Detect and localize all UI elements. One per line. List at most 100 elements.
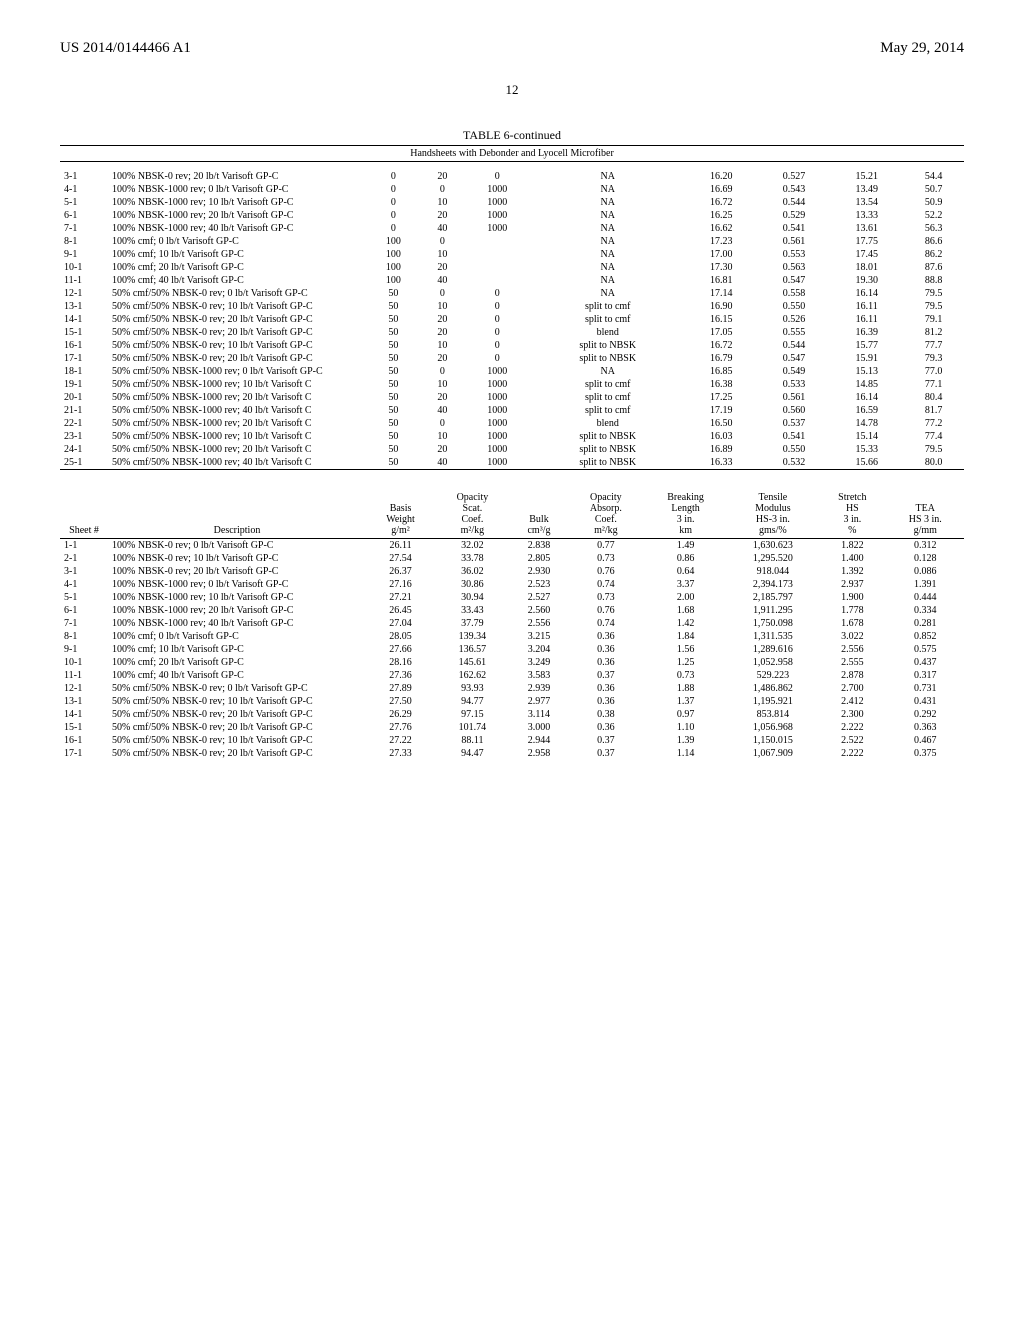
cell: NA [531, 170, 685, 183]
cell: 33.43 [435, 604, 510, 617]
cell: 0.37 [568, 734, 643, 747]
cell: 16.79 [685, 352, 758, 365]
cell: 79.5 [903, 300, 964, 313]
table-row: 7-1100% NBSK-1000 rev; 40 lb/t Varisoft … [60, 617, 964, 630]
table-row: 4-1100% NBSK-1000 rev; 0 lb/t Varisoft G… [60, 183, 964, 196]
cell: split to cmf [531, 313, 685, 326]
cell: 77.4 [903, 430, 964, 443]
cell: 0.36 [568, 643, 643, 656]
cell: 27.22 [366, 734, 435, 747]
cell: 20 [421, 209, 464, 222]
cell: 26.37 [366, 565, 435, 578]
cell: 27.50 [366, 695, 435, 708]
cell: 16.81 [685, 274, 758, 287]
table-row: 13-150% cmf/50% NBSK-0 rev; 10 lb/t Vari… [60, 695, 964, 708]
cell-desc: 50% cmf/50% NBSK-0 rev; 20 lb/t Varisoft… [108, 747, 366, 760]
cell-sheet: 5-1 [60, 591, 108, 604]
table-row: 10-1100% cmf; 20 lb/t Varisoft GP-C28.16… [60, 656, 964, 669]
cell [464, 248, 531, 261]
cell: 19.30 [830, 274, 903, 287]
cell: 0.86 [644, 552, 728, 565]
cell: 0 [421, 183, 464, 196]
cell: 0 [464, 287, 531, 300]
cell: 0.541 [758, 222, 831, 235]
cell: 20 [421, 170, 464, 183]
cell: 3.583 [510, 669, 568, 682]
cell: 0 [366, 196, 421, 209]
cell: 54.4 [903, 170, 964, 183]
cell: 10 [421, 378, 464, 391]
cell: 10 [421, 248, 464, 261]
cell: 20 [421, 352, 464, 365]
cell: 1.39 [644, 734, 728, 747]
table-row: 14-150% cmf/50% NBSK-0 rev; 20 lb/t Vari… [60, 313, 964, 326]
cell: 50 [366, 300, 421, 313]
cell: 27.66 [366, 643, 435, 656]
cell: 50.7 [903, 183, 964, 196]
cell: 101.74 [435, 721, 510, 734]
cell-desc: 100% NBSK-0 rev; 20 lb/t Varisoft GP-C [108, 170, 366, 183]
cell: 529.223 [728, 669, 818, 682]
cell: 36.02 [435, 565, 510, 578]
cell: NA [531, 261, 685, 274]
cell: 2,185.797 [728, 591, 818, 604]
cell-desc: 50% cmf/50% NBSK-0 rev; 10 lb/t Varisoft… [108, 734, 366, 747]
cell: 13.61 [830, 222, 903, 235]
table-row: 22-150% cmf/50% NBSK-1000 rev; 20 lb/t V… [60, 417, 964, 430]
cell: 50 [366, 326, 421, 339]
cell: 17.30 [685, 261, 758, 274]
cell: 0 [464, 352, 531, 365]
cell: split to cmf [531, 300, 685, 313]
cell: NA [531, 196, 685, 209]
col-breaking-length: BreakingLength3 in.km [644, 490, 728, 539]
cell: 1.10 [644, 721, 728, 734]
cell-desc: 100% cmf; 0 lb/t Varisoft GP-C [108, 235, 366, 248]
cell: 17.23 [685, 235, 758, 248]
cell: 0.73 [568, 591, 643, 604]
table-row: 5-1100% NBSK-1000 rev; 10 lb/t Varisoft … [60, 196, 964, 209]
cell: 10 [421, 300, 464, 313]
cell: 0.437 [887, 656, 964, 669]
cell: 145.61 [435, 656, 510, 669]
cell: 0 [464, 300, 531, 313]
cell: 13.54 [830, 196, 903, 209]
cell: 0 [464, 339, 531, 352]
cell: 0.527 [758, 170, 831, 183]
cell: 1.37 [644, 695, 728, 708]
cell: NA [531, 235, 685, 248]
cell: 15.91 [830, 352, 903, 365]
cell-sheet: 16-1 [60, 339, 108, 352]
cell: 2.937 [818, 578, 886, 591]
cell: 16.72 [685, 196, 758, 209]
cell: 17.19 [685, 404, 758, 417]
col-sheet: Sheet # [60, 490, 108, 539]
cell: 0 [464, 170, 531, 183]
cell-desc: 50% cmf/50% NBSK-1000 rev; 40 lb/t Varis… [108, 456, 366, 470]
cell-desc: 50% cmf/50% NBSK-0 rev; 10 lb/t Varisoft… [108, 300, 366, 313]
cell: split to NBSK [531, 456, 685, 470]
cell: 2.977 [510, 695, 568, 708]
cell-desc: 50% cmf/50% NBSK-0 rev; 0 lb/t Varisoft … [108, 682, 366, 695]
cell-desc: 100% NBSK-1000 rev; 0 lb/t Varisoft GP-C [108, 578, 366, 591]
cell: 2.878 [818, 669, 886, 682]
table-row: 7-1100% NBSK-1000 rev; 40 lb/t Varisoft … [60, 222, 964, 235]
cell: 1000 [464, 443, 531, 456]
table6-subtitle: Handsheets with Debonder and Lyocell Mic… [60, 145, 964, 162]
patent-date: May 29, 2014 [880, 40, 964, 57]
cell: 81.7 [903, 404, 964, 417]
cell [464, 274, 531, 287]
cell: 0.74 [568, 617, 643, 630]
cell: 50 [366, 391, 421, 404]
cell-sheet: 11-1 [60, 274, 108, 287]
cell: 16.39 [830, 326, 903, 339]
cell: 1.391 [887, 578, 964, 591]
cell: split to NBSK [531, 443, 685, 456]
cell: 2.523 [510, 578, 568, 591]
cell: 1.42 [644, 617, 728, 630]
cell: 0.563 [758, 261, 831, 274]
cell [464, 261, 531, 274]
cell-desc: 100% NBSK-0 rev; 10 lb/t Varisoft GP-C [108, 552, 366, 565]
cell: 79.3 [903, 352, 964, 365]
cell: 32.02 [435, 539, 510, 553]
cell: 0.561 [758, 235, 831, 248]
